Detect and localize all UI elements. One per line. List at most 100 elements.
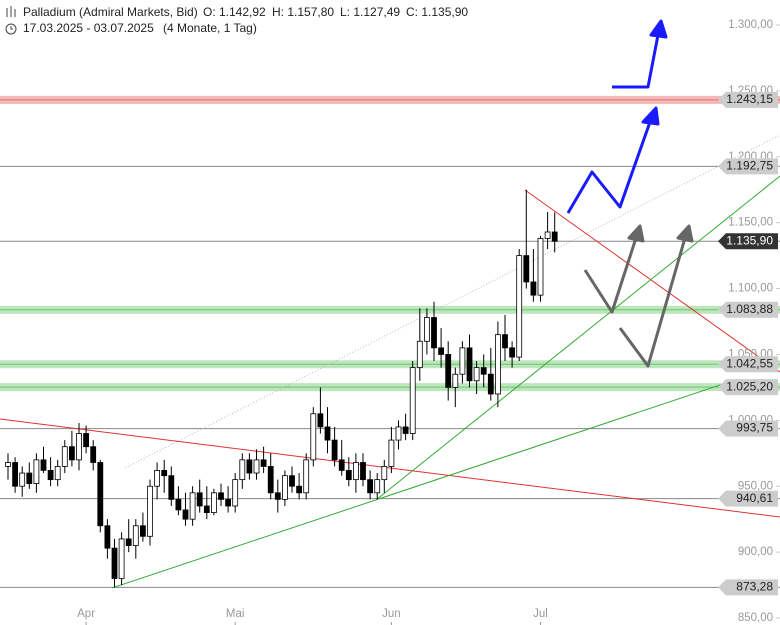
candle-body [416,340,423,369]
candle-body [530,281,537,296]
candle-body [360,462,366,481]
level-label: 940,61 [736,491,773,505]
date-range: 17.03.2025 - 03.07.2025 [23,21,154,35]
candle-body [352,462,359,481]
period: (4 Monate, 1 Tag) [163,21,257,35]
candle-body [509,347,516,358]
candle-body [551,231,558,242]
level-label: 1.042,55 [726,356,773,370]
clock-hands [10,26,13,30]
candle-body [345,470,352,481]
candle-body [473,367,480,382]
arrow-head [649,19,668,39]
level-label: 873,28 [736,579,773,593]
candle-body [196,492,203,507]
candle-body [459,347,466,375]
level-label: 1.083,88 [726,302,773,316]
candle-body [76,433,82,461]
candle-body [494,334,501,395]
level-label: 1.243,15 [726,92,773,106]
y-tick-label: 1.300,00 [728,19,773,31]
candle-body [111,547,118,579]
resistance-line [0,418,780,518]
candle-body [487,373,494,395]
trendlines [0,134,780,589]
arrow-head [676,224,694,243]
ohlc-close: C: 1.135,90 [406,5,468,19]
resistance-line [524,189,780,373]
candle-body [438,347,445,355]
level-label-box [718,490,778,507]
candle-body [61,446,68,467]
candle-body [281,475,288,500]
candle-body [537,238,544,296]
candle-body [409,367,416,434]
candle-body [225,498,232,507]
levels [0,95,780,588]
level-label-box [718,356,778,373]
ohlc-open: O: 1.142,92 [203,5,266,19]
candle-body [83,433,89,448]
candle-body [189,492,196,520]
candle-body [296,485,303,494]
candle-body [47,470,54,481]
candle-body [466,347,473,382]
candle-body [402,426,409,434]
forecast-arrows [566,19,694,368]
candle-body [40,459,47,471]
x-tick-label: Apr [77,608,95,620]
candle-body [175,498,182,511]
candle-body [317,413,324,428]
gray-arrow [583,237,638,314]
level-label: 1.025,20 [726,379,773,393]
candle-body [5,462,11,467]
x-tick-label: Mai [226,608,245,620]
candle-body [33,459,40,484]
candle-body [210,492,217,513]
blue-arrow [612,34,660,89]
candle-body [303,459,310,494]
candle-body [423,317,430,342]
candle-body [331,439,338,461]
candle-body [445,354,452,388]
arrow-head [641,106,660,126]
candle-body [267,466,274,494]
level-label-box [718,91,778,108]
y-tick-label: 1.150,00 [728,217,773,229]
level-label: 1.135,90 [726,233,773,247]
candle-body [544,231,551,239]
candle-body [395,426,402,441]
candle-body [139,525,146,537]
level-label: 1.192,75 [726,159,773,173]
candle-body [118,538,125,579]
y-tick-label: 950,00 [738,480,773,492]
blue-arrow [566,121,652,214]
candle-body [104,525,111,549]
candle-body [480,367,487,375]
candle-body [19,472,26,487]
candles [5,189,558,588]
candle-body [132,525,139,546]
candle-body [218,492,224,500]
level-label-box [718,233,778,250]
candle-body [310,413,317,461]
level-label-box [718,379,778,396]
candle-body [388,439,395,467]
candle-body [253,459,260,474]
candle-body [54,466,61,481]
candle-body [161,470,168,477]
candle-body [431,317,437,349]
y-tick-label: 900,00 [738,546,773,558]
candle-body [97,462,104,527]
candle-body [154,470,161,487]
support-line [111,379,736,589]
support-line [375,175,780,501]
ohlc-high: H: 1.157,80 [272,5,334,19]
candle-body [516,255,523,358]
x-tick-label: Jun [382,608,401,620]
candle-body [125,538,132,546]
candle-body [203,505,210,513]
candle-body [246,459,253,474]
candle-body [26,472,33,484]
candle-body [324,426,331,441]
